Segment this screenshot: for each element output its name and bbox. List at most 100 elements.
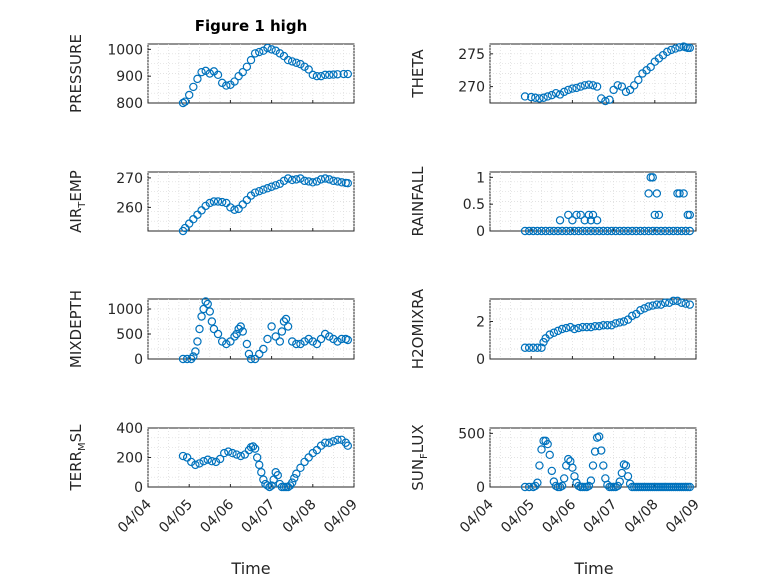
panel-sun_flux: 0 500 04/04 04/05 04/06 04/07 04/08 04/09 SUNFLU… — [409, 424, 703, 536]
data-point — [292, 175, 301, 184]
data-point — [597, 446, 606, 455]
data-point — [329, 437, 338, 446]
data-point — [535, 94, 544, 103]
panel-mixdepth: 0 500 1000 MIXDEPTH — [67, 290, 355, 368]
data-point — [660, 298, 670, 307]
data-point — [304, 334, 313, 344]
data-point — [271, 46, 280, 55]
data-point — [259, 185, 268, 194]
data-point — [623, 472, 633, 481]
data-point — [578, 226, 587, 236]
data-point — [584, 80, 594, 89]
x-tick-label: 04/09 — [321, 497, 361, 537]
data-point — [238, 67, 247, 77]
data-point — [320, 329, 330, 339]
data-point — [545, 226, 554, 236]
data-point — [568, 463, 577, 472]
data-point — [283, 322, 293, 331]
data-point — [271, 181, 280, 190]
data-point — [283, 482, 293, 492]
x-tick-label: 04/06 — [197, 496, 237, 536]
data-point — [203, 299, 212, 309]
data-point — [236, 451, 245, 461]
data-point — [685, 300, 695, 309]
data-point — [539, 93, 548, 102]
data-point — [281, 314, 291, 324]
data-point — [269, 475, 278, 484]
panel-rainfall: 0 0.5 1 RAINFALL — [409, 166, 697, 240]
y-tick-label: 0 — [476, 480, 485, 496]
y-axis-label: MIXDEPTH — [67, 290, 85, 368]
data-point — [180, 97, 190, 106]
data-point — [230, 332, 239, 341]
data-point — [246, 354, 256, 364]
data-point — [562, 226, 571, 236]
data-point — [599, 461, 608, 470]
data-point — [623, 226, 633, 236]
data-point — [259, 475, 268, 484]
data-point — [630, 81, 639, 90]
y-tick-label: 1000 — [107, 42, 143, 58]
data-point — [570, 226, 579, 236]
data-point — [547, 466, 557, 476]
data-point — [520, 482, 530, 492]
data-point — [654, 210, 664, 220]
data-point — [644, 226, 653, 236]
data-point — [551, 88, 561, 98]
y-axis-label: THETA — [409, 49, 427, 99]
data-point — [671, 44, 680, 53]
data-point — [343, 335, 353, 345]
data-point — [213, 329, 223, 339]
data-point — [232, 450, 241, 459]
data-point — [524, 343, 534, 352]
data-point — [329, 176, 338, 186]
data-point — [238, 327, 247, 336]
data-point — [555, 90, 565, 99]
data-point — [535, 461, 544, 470]
data-point — [180, 223, 190, 233]
data-point — [609, 85, 618, 95]
x-tick-label: 04/09 — [663, 497, 703, 537]
data-point — [625, 85, 635, 95]
y-axis-label: SUNFLUX — [409, 424, 430, 490]
data-point — [524, 226, 534, 236]
data-point — [312, 339, 322, 349]
data-point — [304, 177, 313, 186]
data-point — [246, 55, 256, 65]
data-point — [203, 455, 212, 464]
data-point — [325, 175, 334, 184]
x-tick-label: 04/08 — [280, 497, 320, 537]
data-point — [537, 343, 546, 352]
data-point — [304, 453, 313, 462]
data-point — [553, 326, 563, 336]
data-point — [592, 216, 602, 225]
data-point — [316, 175, 326, 184]
y-tick-label: 270 — [458, 80, 485, 96]
data-point — [339, 69, 348, 79]
data-point — [267, 481, 276, 490]
data-point — [250, 354, 260, 364]
panel-pressure: 800 900 1000 PRESSURE — [67, 34, 355, 113]
x-tick-label: 04/07 — [581, 497, 621, 537]
data-point — [574, 323, 583, 333]
data-point — [648, 226, 657, 236]
data-point — [263, 481, 272, 490]
data-point — [533, 226, 542, 236]
data-point — [586, 476, 596, 485]
x-tick-label: 04/08 — [622, 497, 662, 537]
data-point — [656, 300, 666, 309]
data-point — [580, 81, 589, 90]
data-point — [250, 49, 260, 58]
data-point — [590, 321, 600, 331]
data-point — [582, 226, 592, 236]
data-point — [199, 456, 208, 466]
data-point — [580, 216, 589, 225]
data-point — [187, 354, 196, 364]
data-point — [197, 206, 206, 215]
data-point — [605, 95, 614, 104]
data-point — [634, 75, 643, 85]
data-point — [242, 62, 252, 71]
data-point — [189, 352, 198, 361]
data-point — [267, 322, 276, 331]
data-point — [675, 43, 684, 52]
